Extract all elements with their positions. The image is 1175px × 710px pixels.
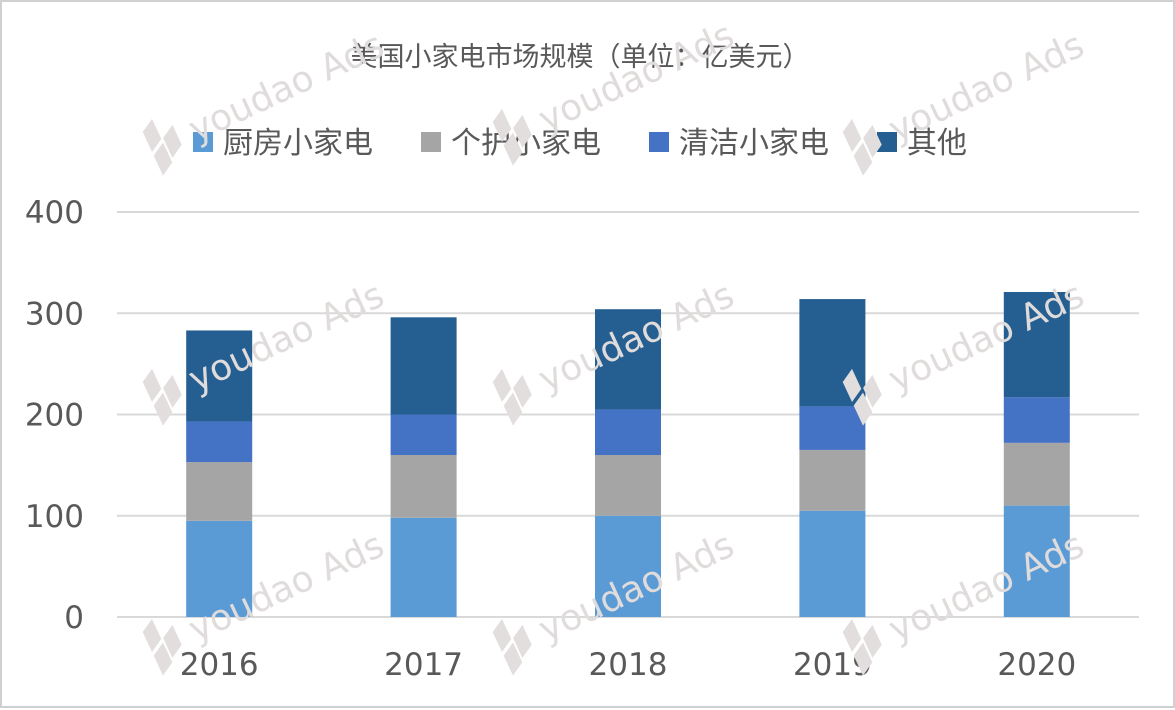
bar-segment [799, 449, 866, 511]
x-tick-label: 2020 [997, 647, 1076, 683]
bar-segment [595, 455, 661, 516]
bar-segment [1003, 397, 1070, 443]
bar-segment [1003, 291, 1070, 398]
y-tick-label: 0 [64, 600, 84, 636]
bar-segment [390, 517, 457, 617]
bar-segment [595, 515, 661, 617]
youdao-logo-icon [492, 368, 532, 426]
youdao-logo-icon [492, 108, 532, 166]
bar-segment [390, 455, 457, 518]
x-tick-label: 2016 [180, 647, 259, 683]
watermark: youdao Ads youdao Ads youdao Ads youdao Ads… [142, 15, 1091, 676]
bar-segment [186, 330, 253, 422]
bar-segment [390, 317, 457, 415]
y-tick-label: 100 [25, 499, 84, 535]
legend: 厨房小家电 个护小家电 清洁小家电 其他 [193, 126, 967, 161]
legend-swatch [421, 132, 441, 152]
youdao-logo-icon [842, 118, 882, 176]
bar-segment [186, 520, 253, 617]
youdao-logo-icon [842, 618, 882, 676]
bars [186, 291, 1070, 617]
youdao-logo-icon [492, 618, 532, 676]
youdao-logo-icon [142, 618, 182, 676]
legend-label: 厨房小家电 [223, 126, 373, 161]
y-tick-label: 300 [25, 296, 84, 332]
bar-segment [1003, 505, 1070, 617]
x-tick-label: 2017 [384, 647, 463, 683]
y-tick-label: 400 [25, 195, 84, 231]
legend-swatch [877, 132, 897, 152]
legend-label: 清洁小家电 [679, 126, 829, 161]
legend-swatch [649, 132, 669, 152]
bar-segment [799, 510, 866, 617]
watermark-tile: youdao Ads [142, 525, 390, 676]
x-tick-label: 2018 [589, 647, 668, 683]
bar-segment [390, 414, 457, 455]
watermark-tile: youdao Ads [142, 275, 390, 426]
watermark-text: youdao Ads [533, 15, 741, 141]
legend-label: 其他 [907, 126, 967, 161]
bar-segment [186, 421, 253, 463]
bar-segment [799, 406, 866, 450]
y-tick-label: 200 [25, 398, 84, 434]
chart-title: 美国小家电市场规模（单位：亿美元） [351, 42, 810, 73]
bar-segment [186, 462, 253, 521]
bar-segment [595, 309, 661, 410]
youdao-logo-icon [142, 118, 182, 176]
youdao-logo-icon [142, 368, 182, 426]
youdao-logo-icon [842, 368, 882, 426]
watermark-text: youdao Ads [883, 25, 1091, 151]
bar-segment [595, 409, 661, 455]
legend-swatch [193, 132, 213, 152]
bar-segment [1003, 442, 1070, 506]
